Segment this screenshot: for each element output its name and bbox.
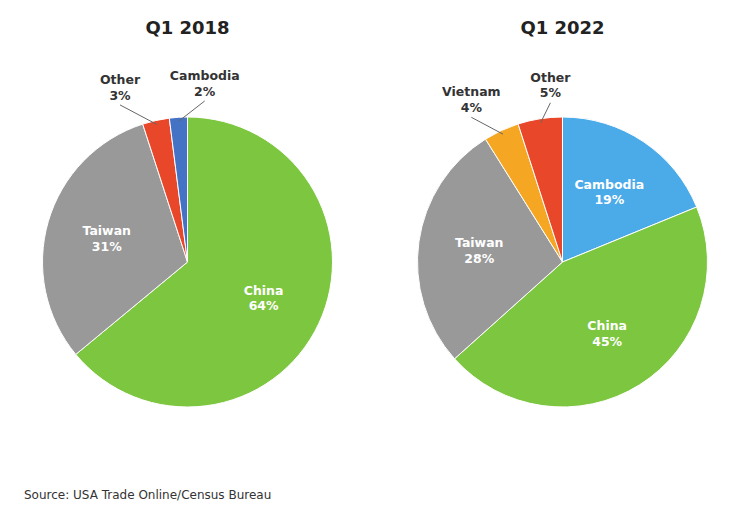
annotation: Source: USA Trade Online/Census Bureau <box>24 488 271 502</box>
data-label-value: 4% <box>461 100 483 115</box>
data-label-name: Taiwan <box>82 223 131 238</box>
data-labels: Cambodia19% China45% Taiwan28% Vietnam4% Oth… <box>442 70 644 349</box>
background <box>0 0 750 511</box>
data-labels: China64% Taiwan31% Other3% Cambodia2% <box>82 68 283 313</box>
slices <box>43 117 333 407</box>
data-label-value: 28% <box>464 251 494 266</box>
data-label-name: China <box>587 318 627 333</box>
data-label-value: 19% <box>594 192 624 207</box>
data-label-value: 31% <box>92 239 122 254</box>
leader-line <box>179 101 205 121</box>
data-label: Taiwan31% <box>82 223 131 254</box>
pie-slice <box>518 117 562 262</box>
chart-title: Q1 2018 <box>145 17 229 38</box>
leader-line <box>541 103 551 123</box>
data-label-name: Cambodia <box>574 177 644 192</box>
data-label-name: China <box>244 283 284 298</box>
pie-chart: China64% Taiwan31% Other3% Cambodia2% <box>43 68 333 407</box>
data-label: Taiwan28% <box>455 235 504 266</box>
data-label: Vietnam4% <box>442 84 501 115</box>
data-label-value: 5% <box>540 85 562 100</box>
data-label-name: Taiwan <box>455 235 504 250</box>
slices <box>418 117 708 407</box>
data-label-name: Vietnam <box>442 84 501 99</box>
figure: China64%Taiwan31%Other3%Cambodia2%Q1 201… <box>0 0 750 511</box>
data-label: Cambodia2% <box>170 68 240 99</box>
chart-container: China64%Taiwan31%Other3%Cambodia2%Q1 201… <box>0 0 750 511</box>
data-label: China45% <box>587 318 627 349</box>
pie-chart: Cambodia19% China45% Taiwan28% Vietnam4% Oth… <box>418 70 708 407</box>
data-label-value: 64% <box>249 298 279 313</box>
data-label-value: 2% <box>194 84 216 99</box>
data-label: Cambodia19% <box>574 177 644 208</box>
data-label-name: Other <box>100 72 141 87</box>
data-label-name: Other <box>530 70 571 85</box>
chart-title: Q1 2022 <box>520 17 604 38</box>
leader-line <box>471 117 503 134</box>
leader-line <box>120 105 157 124</box>
data-label: China64% <box>244 283 284 314</box>
data-label-value: 45% <box>592 334 622 349</box>
data-label: Other3% <box>100 72 141 103</box>
pie-slice <box>169 117 187 262</box>
data-label-value: 3% <box>109 88 131 103</box>
data-label-name: Cambodia <box>170 68 240 83</box>
data-label: Other5% <box>530 70 571 101</box>
